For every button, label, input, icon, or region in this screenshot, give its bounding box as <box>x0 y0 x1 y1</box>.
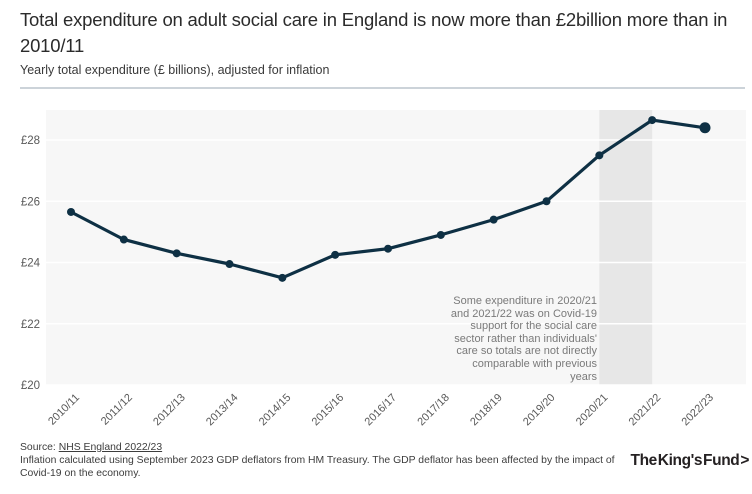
data-point <box>331 250 340 259</box>
page-title: Total expenditure on adult social care i… <box>20 9 728 56</box>
footer: Source: NHS England 2022/23 Inflation ca… <box>20 441 665 480</box>
data-point <box>119 235 128 244</box>
source-link[interactable]: NHS England 2022/23 <box>58 442 163 453</box>
covid-highlight-band <box>599 110 653 385</box>
x-axis-tick-label: 2014/15 <box>257 392 294 429</box>
x-axis-tick-label: 2012/13 <box>151 392 188 429</box>
data-point <box>225 260 234 269</box>
x-axis-tick-label: 2013/14 <box>204 392 241 429</box>
data-point <box>648 116 657 125</box>
x-axis-tick-label: 2020/21 <box>574 392 611 429</box>
kings-fund-logo: The King's Fund> <box>630 452 750 470</box>
expenditure-line-chart: £20 £22 £24 £26 £28 2010/11 2011/12 2012/13 2013… <box>0 95 752 445</box>
header-divider <box>20 87 745 89</box>
x-axis-tick-label: 2022/23 <box>680 392 717 429</box>
covid-annotation-note: Some expenditure in 2020/21 and 2021/22 … <box>450 295 597 383</box>
x-axis-tick-label: 2011/12 <box>99 392 135 428</box>
footer-note: Inflation calculated using September 202… <box>20 455 615 479</box>
data-point <box>278 273 287 282</box>
data-point <box>67 207 75 216</box>
x-axis-tick-label: 2018/19 <box>468 392 505 429</box>
chart-subtitle: Yearly total expenditure (£ billions), a… <box>20 63 330 77</box>
x-axis-tick-label: 2016/17 <box>363 392 400 429</box>
y-axis-tick-label: £22 <box>21 319 40 331</box>
y-axis-tick-label: £28 <box>21 135 40 147</box>
kings-fund-logo-text: The King's Fund <box>630 452 740 469</box>
data-point <box>699 122 711 134</box>
x-axis-tick-label: 2010/11 <box>46 392 82 428</box>
x-axis-tick-label: 2017/18 <box>415 392 452 429</box>
x-axis-tick-label: 2015/16 <box>310 392 347 429</box>
data-point <box>489 215 498 224</box>
source-line: Source: NHS England 2022/23 <box>20 441 665 454</box>
y-axis-tick-label: £20 <box>21 380 40 392</box>
data-point <box>595 151 604 160</box>
kings-fund-logo-chevron-icon: > <box>740 452 749 469</box>
source-label: Source: <box>20 442 59 453</box>
data-point <box>542 197 551 206</box>
y-axis-tick-label: £26 <box>21 196 40 208</box>
x-axis-tick-label: 2019/20 <box>521 392 558 429</box>
y-axis-tick-label: £24 <box>21 258 41 270</box>
data-point <box>172 249 181 258</box>
data-point <box>436 230 445 239</box>
data-point <box>383 244 392 253</box>
expenditure-line-chart-svg: £20 £22 £24 £26 £28 2010/11 2011/12 2012/13 2013… <box>21 110 746 429</box>
x-axis-tick-label: 2021/22 <box>627 392 664 429</box>
